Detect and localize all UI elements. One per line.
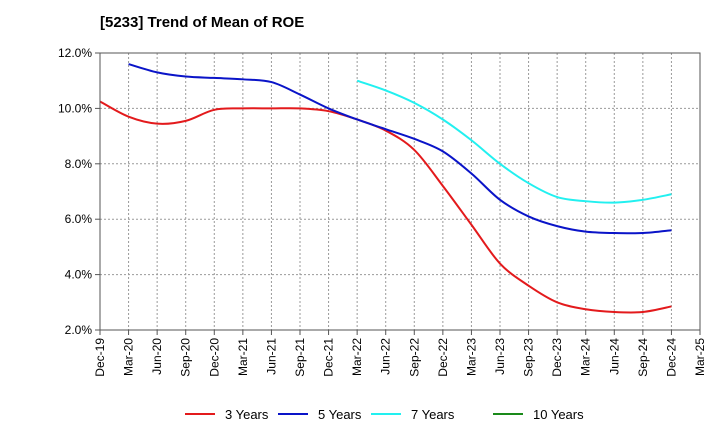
x-tick-label: Mar-22 bbox=[350, 338, 364, 376]
x-tick-label: Jun-23 bbox=[493, 338, 507, 375]
x-tick-label: Jun-22 bbox=[379, 338, 393, 375]
plot-border bbox=[99, 52, 701, 331]
y-tick-label: 2.0% bbox=[65, 323, 93, 337]
x-tick-label: Dec-20 bbox=[207, 338, 221, 377]
series-line-2 bbox=[128, 63, 672, 235]
y-tick-label: 6.0% bbox=[65, 212, 93, 226]
y-tick-label: 4.0% bbox=[65, 268, 93, 282]
x-tick-label: Dec-19 bbox=[93, 338, 107, 377]
x-tick-label: Mar-24 bbox=[579, 338, 593, 376]
x-tick-label: Dec-24 bbox=[664, 338, 678, 377]
legend-label-4: 10 Years bbox=[533, 407, 584, 422]
x-axis-ticks: Dec-19 Mar-20 Jun-20 Sep-20 Dec-20 Mar-21 Jun-… bbox=[93, 330, 707, 377]
x-tick-label: Mar-20 bbox=[122, 338, 136, 376]
legend-label-2: 5 Years bbox=[318, 407, 362, 422]
x-tick-label: Dec-21 bbox=[322, 338, 336, 377]
x-tick-label: Mar-21 bbox=[236, 338, 250, 376]
legend-label-3: 7 Years bbox=[411, 407, 455, 422]
legend-label-1: 3 Years bbox=[225, 407, 269, 422]
x-tick-label: Dec-22 bbox=[436, 338, 450, 377]
series-line-1 bbox=[99, 100, 672, 314]
y-axis-ticks: 2.0% 4.0% 6.0% 8.0% 10.0% 12.0% bbox=[58, 46, 100, 337]
x-tick-label: Mar-23 bbox=[464, 338, 478, 376]
x-tick-label: Jun-21 bbox=[264, 338, 278, 375]
grid bbox=[100, 53, 700, 330]
x-tick-label: Sep-22 bbox=[407, 338, 421, 377]
x-tick-label: Jun-20 bbox=[150, 338, 164, 375]
y-tick-label: 12.0% bbox=[58, 46, 92, 60]
y-tick-label: 8.0% bbox=[65, 157, 93, 171]
x-tick-label: Mar-25 bbox=[693, 338, 707, 376]
x-tick-label: Sep-23 bbox=[522, 338, 536, 377]
x-tick-label: Sep-20 bbox=[179, 338, 193, 377]
chart-title: [5233] Trend of Mean of ROE bbox=[100, 14, 304, 31]
plot-area bbox=[99, 52, 701, 331]
series-lines bbox=[99, 63, 672, 314]
x-tick-label: Sep-21 bbox=[293, 338, 307, 377]
plot-background bbox=[100, 53, 700, 330]
series-line-3 bbox=[356, 79, 672, 204]
x-tick-label: Sep-24 bbox=[636, 338, 650, 377]
x-tick-label: Jun-24 bbox=[607, 338, 621, 375]
legend: 3 Years 5 Years 7 Years 10 Years bbox=[185, 407, 584, 422]
y-tick-label: 10.0% bbox=[58, 101, 92, 115]
x-tick-label: Dec-23 bbox=[550, 338, 564, 377]
